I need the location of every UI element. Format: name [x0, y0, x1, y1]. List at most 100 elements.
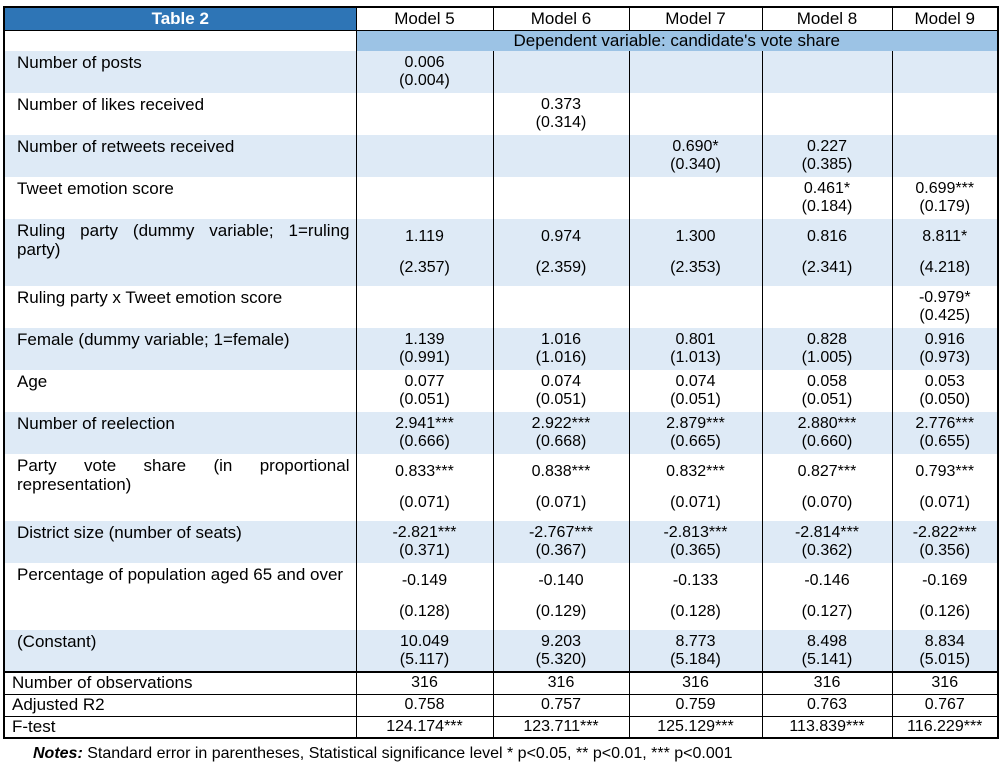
notes-text: Standard error in parentheses, Statistic… [82, 745, 733, 762]
coefficient-cell: 8.773 (5.184) [628, 630, 762, 672]
coefficient-cell: 1.139 (0.991) [355, 328, 493, 370]
standard-error-value: (5.184) [670, 650, 721, 668]
coefficient-value: 0.832*** [666, 463, 725, 480]
table-row: Number of reelection 2.941*** (0.666) 2.922… [4, 412, 998, 454]
standard-error-value: (0.660) [801, 433, 853, 450]
standard-error-value: (0.071) [535, 494, 587, 511]
standard-error-value: (4.218) [919, 259, 971, 276]
table-row: Percentage of population aged 65 and ove… [4, 563, 998, 630]
coefficient-cell [355, 135, 493, 177]
coefficient-cell: 0.793*** (0.071) [891, 454, 998, 521]
row-label: Number of likes received [17, 95, 205, 114]
standard-error-value: (0.356) [919, 542, 971, 559]
coefficient-cell [891, 93, 998, 135]
summary-value: 0.767 [891, 693, 998, 716]
coefficient-cell [355, 93, 493, 135]
summary-value: 125.129*** [628, 715, 762, 738]
row-label: Female (dummy variable; 1=female) [4, 328, 356, 370]
coefficient-cell: -2.814*** (0.362) [761, 521, 892, 563]
coefficient-cell: 0.690* (0.340) [628, 135, 762, 177]
table-row: Number of retweets received 0.690* (0.340)… [4, 135, 998, 177]
coefficient-value: 8.773 [675, 632, 716, 650]
coefficient-cell: 0.077 (0.051) [355, 370, 493, 412]
row-label: Number of posts [4, 51, 356, 93]
standard-error-value: (2.359) [535, 259, 587, 276]
coefficient-cell: 0.006 (0.004) [355, 51, 493, 93]
table-row: Party vote share (in proportional repres… [4, 454, 998, 521]
standard-error-value: (0.371) [399, 542, 450, 559]
coefficient-cell [761, 93, 892, 135]
table-row: Ruling party (dummy variable; 1=ruling p… [4, 219, 998, 286]
standard-error-value: (0.184) [801, 198, 853, 215]
coefficient-cell: 0.916 (0.973) [891, 328, 998, 370]
standard-error-value: (2.353) [670, 259, 721, 276]
coefficient-value: 0.053 [924, 373, 965, 390]
coefficient-value: -0.169 [922, 572, 968, 589]
coefficient-value: 0.074 [675, 373, 716, 390]
blank-cell [4, 30, 356, 51]
coefficient-value: 8.834 [924, 632, 965, 650]
standard-error-value: (0.051) [801, 391, 853, 408]
standard-error-value: (1.013) [670, 349, 721, 366]
coefficient-cell: 0.058 (0.051) [761, 370, 892, 412]
variable-rows: Number of posts 0.006 (0.004) Number of lik… [4, 51, 998, 672]
standard-error-value: (2.357) [399, 259, 450, 276]
coefficient-cell: 1.016 (1.016) [492, 328, 629, 370]
standard-error-value: (0.367) [535, 542, 587, 559]
coefficient-cell [891, 135, 998, 177]
coefficient-cell: 2.879*** (0.665) [628, 412, 762, 454]
coefficient-cell [761, 286, 892, 328]
table-row: Number of posts 0.006 (0.004) [4, 51, 998, 93]
coefficient-cell: 2.776*** (0.655) [891, 412, 998, 454]
table-title: Table 2 [4, 7, 356, 31]
standard-error-value: (0.051) [535, 391, 587, 408]
coefficient-value: 0.077 [404, 373, 445, 390]
standard-error-value: (0.425) [919, 307, 971, 324]
coefficient-value: 0.793*** [915, 463, 975, 480]
coefficient-cell: 0.827*** (0.070) [761, 454, 892, 521]
standard-error-value: (0.973) [919, 349, 971, 366]
coefficient-cell [628, 286, 762, 328]
coefficient-value: 0.816 [806, 228, 848, 245]
coefficient-cell: -0.169 (0.126) [891, 563, 998, 630]
coefficient-cell: 1.300 (2.353) [628, 219, 762, 286]
coefficient-cell: -0.979* (0.425) [891, 286, 998, 328]
coefficient-cell: 9.203 (5.320) [492, 630, 629, 672]
coefficient-cell: 1.119 (2.357) [355, 219, 493, 286]
standard-error-value: (1.016) [535, 349, 587, 366]
coefficient-value: 10.049 [400, 632, 449, 650]
standard-error-value: (5.141) [801, 650, 853, 668]
summary-value: 113.839*** [761, 715, 892, 738]
coefficient-cell: 2.941*** (0.666) [355, 412, 493, 454]
row-label: Percentage of population aged 65 and ove… [17, 565, 344, 584]
standard-error-value: (0.070) [801, 494, 853, 511]
coefficient-cell [355, 177, 493, 219]
coefficient-value: 0.699*** [915, 180, 975, 197]
standard-error-value: (0.004) [399, 72, 450, 89]
summary-row: Adjusted R2 0.758 0.757 0.759 0.763 0.767 [4, 693, 998, 716]
coefficient-value: 0.833*** [395, 463, 454, 480]
table-row: Ruling party x Tweet emotion score -0.979… [4, 286, 998, 328]
summary-row: F-test 124.174*** 123.711*** 125.129*** 113.… [4, 715, 998, 738]
coefficient-cell: 0.832*** (0.071) [628, 454, 762, 521]
coefficient-value: 0.373 [540, 96, 582, 113]
standard-error-value: (0.127) [801, 603, 853, 620]
coefficient-value: 1.016 [540, 331, 582, 348]
standard-error-value: (5.015) [919, 650, 971, 668]
summary-row-label: F-test [4, 715, 356, 738]
standard-error-value: (1.005) [801, 349, 853, 366]
coefficient-value: 0.974 [540, 228, 582, 245]
coefficient-cell: 0.461* (0.184) [761, 177, 892, 219]
summary-value: 316 [628, 671, 762, 694]
coefficient-value: 0.828 [806, 331, 848, 348]
coefficient-value: 1.139 [404, 331, 445, 348]
standard-error-value: (0.314) [535, 114, 587, 131]
standard-error-value: (0.051) [399, 391, 450, 408]
coefficient-value: 0.006 [404, 54, 445, 71]
coefficient-cell: -0.149 (0.128) [355, 563, 493, 630]
row-label: Ruling party (dummy variable; 1=ruling p… [4, 219, 356, 286]
summary-value: 123.711*** [492, 715, 629, 738]
standard-error-value: (0.666) [399, 433, 450, 450]
row-label: Party vote share (in proportional repres… [17, 456, 350, 494]
